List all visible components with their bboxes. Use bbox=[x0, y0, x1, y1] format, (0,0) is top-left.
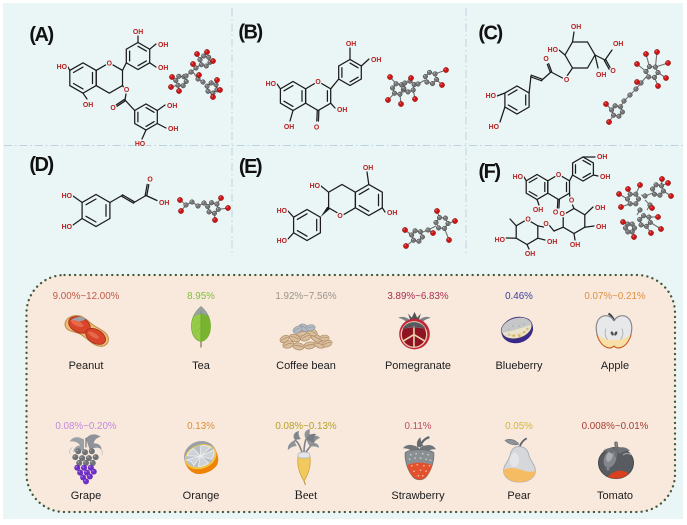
svg-text:HO: HO bbox=[57, 64, 68, 71]
svg-text:(C): (C) bbox=[478, 23, 502, 45]
svg-text:HO: HO bbox=[277, 208, 288, 215]
svg-text:OH: OH bbox=[168, 126, 178, 133]
svg-text:0.08%~0.20%: 0.08%~0.20% bbox=[55, 421, 117, 432]
svg-text:OH: OH bbox=[533, 207, 543, 214]
svg-text:(F): (F) bbox=[478, 161, 500, 183]
svg-text:O: O bbox=[124, 87, 130, 94]
svg-text:0.07%~0.21%: 0.07%~0.21% bbox=[584, 291, 646, 302]
svg-text:(D): (D) bbox=[29, 154, 53, 176]
svg-text:HO: HO bbox=[266, 81, 277, 88]
svg-text:HO: HO bbox=[277, 238, 288, 245]
svg-text:OH: OH bbox=[596, 224, 606, 231]
svg-text:OH: OH bbox=[387, 210, 397, 217]
svg-text:(B): (B) bbox=[238, 22, 262, 44]
svg-text:OH: OH bbox=[158, 65, 168, 72]
svg-text:O: O bbox=[556, 172, 562, 179]
svg-text:HO: HO bbox=[310, 183, 321, 190]
svg-text:OH: OH bbox=[159, 200, 169, 207]
svg-text:OH: OH bbox=[525, 251, 535, 258]
svg-text:OH: OH bbox=[596, 72, 606, 79]
svg-text:Apple: Apple bbox=[601, 360, 629, 372]
svg-text:O: O bbox=[315, 79, 321, 86]
svg-text:O: O bbox=[543, 56, 549, 63]
svg-text:Blueberry: Blueberry bbox=[495, 360, 543, 372]
svg-text:OH: OH bbox=[613, 41, 623, 48]
svg-text:O: O bbox=[337, 213, 343, 220]
svg-text:OH: OH bbox=[133, 29, 143, 36]
svg-text:O: O bbox=[107, 60, 113, 67]
svg-text:0.46%: 0.46% bbox=[505, 291, 533, 302]
svg-text:8.95%: 8.95% bbox=[187, 291, 215, 302]
svg-text:HO: HO bbox=[548, 47, 559, 54]
svg-text:Peanut: Peanut bbox=[69, 360, 104, 372]
svg-text:0.11%: 0.11% bbox=[404, 421, 431, 432]
svg-text:OH: OH bbox=[571, 24, 581, 31]
svg-text:0.08%~0.13%: 0.08%~0.13% bbox=[275, 421, 337, 432]
svg-text:0.05%: 0.05% bbox=[505, 421, 533, 432]
svg-text:3.89%~6.83%: 3.89%~6.83% bbox=[387, 291, 449, 302]
svg-text:0.008%~0.01%: 0.008%~0.01% bbox=[582, 421, 649, 432]
svg-text:O: O bbox=[110, 105, 116, 112]
svg-text:Tea: Tea bbox=[192, 360, 211, 372]
svg-text:OH: OH bbox=[363, 165, 373, 172]
svg-text:OH: OH bbox=[284, 124, 294, 131]
svg-text:Grape: Grape bbox=[71, 490, 102, 502]
svg-text:OH: OH bbox=[597, 154, 607, 161]
svg-text:HO: HO bbox=[495, 237, 506, 244]
svg-text:HO: HO bbox=[62, 224, 73, 231]
svg-text:OH: OH bbox=[595, 205, 605, 212]
svg-text:OH: OH bbox=[570, 242, 580, 249]
svg-text:1.92%~7.56%: 1.92%~7.56% bbox=[275, 291, 337, 302]
svg-text:HO: HO bbox=[486, 93, 497, 100]
svg-text:OH: OH bbox=[83, 102, 93, 109]
svg-text:Strawberry: Strawberry bbox=[391, 490, 445, 502]
svg-text:O: O bbox=[553, 210, 559, 217]
svg-text:OH: OH bbox=[337, 107, 347, 114]
svg-text:O: O bbox=[543, 221, 549, 228]
svg-text:HO: HO bbox=[62, 193, 73, 200]
svg-text:O: O bbox=[564, 77, 570, 84]
svg-text:OH: OH bbox=[167, 103, 177, 110]
svg-text:O: O bbox=[147, 177, 153, 184]
svg-text:O: O bbox=[525, 217, 531, 224]
svg-text:HO: HO bbox=[135, 141, 146, 148]
svg-text:Orange: Orange bbox=[183, 490, 220, 502]
svg-text:O: O bbox=[314, 125, 320, 132]
svg-text:(A): (A) bbox=[29, 24, 53, 46]
svg-text:OH: OH bbox=[600, 174, 610, 181]
svg-text:OH: OH bbox=[371, 57, 381, 64]
svg-text:O: O bbox=[560, 211, 566, 218]
svg-text:Pomegranate: Pomegranate bbox=[385, 360, 451, 372]
svg-text:Coffee bean: Coffee bean bbox=[276, 360, 336, 372]
svg-text:OH: OH bbox=[346, 41, 356, 48]
svg-text:9.00%~12.00%: 9.00%~12.00% bbox=[53, 291, 120, 302]
svg-text:HO: HO bbox=[513, 174, 524, 181]
svg-text:OH: OH bbox=[158, 42, 168, 49]
svg-text:0.13%: 0.13% bbox=[187, 421, 215, 432]
svg-text:Pear: Pear bbox=[507, 490, 531, 502]
svg-text:(E): (E) bbox=[239, 156, 262, 178]
svg-text:Beet: Beet bbox=[295, 488, 318, 502]
svg-text:Tomato: Tomato bbox=[597, 490, 633, 502]
svg-text:O: O bbox=[610, 68, 616, 75]
svg-text:O: O bbox=[569, 198, 575, 205]
svg-text:HO: HO bbox=[489, 124, 500, 131]
svg-text:OH: OH bbox=[547, 239, 557, 246]
